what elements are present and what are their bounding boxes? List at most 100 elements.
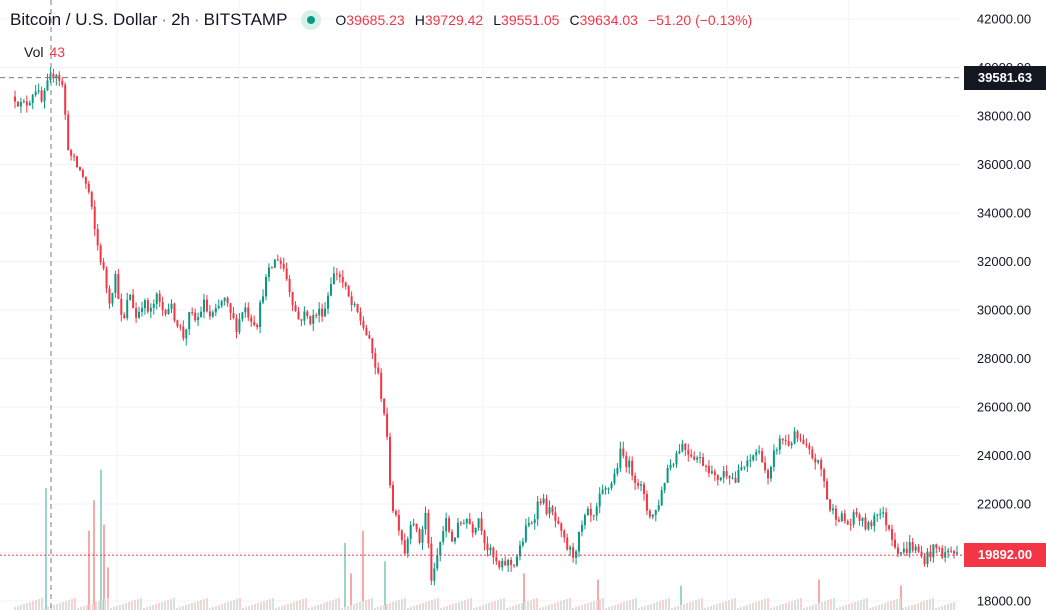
market-status-icon[interactable] [301, 10, 322, 30]
volume-bar [548, 605, 550, 610]
volume-bar [299, 600, 301, 610]
volume-bar [389, 603, 391, 610]
volume-bar [686, 603, 688, 610]
candle-body [247, 307, 250, 318]
candle-body [787, 441, 790, 446]
candle-body [415, 523, 418, 530]
volume-bar [83, 606, 85, 610]
candle-body [226, 297, 229, 304]
candle-body [501, 560, 504, 568]
candle-body [829, 499, 832, 511]
volume-bar [944, 605, 946, 610]
candle-body [217, 305, 220, 309]
volume-bar [88, 530, 90, 610]
volume-bar [20, 605, 22, 610]
candle-body [583, 515, 586, 526]
volume-bar [398, 600, 400, 610]
candle-body [713, 471, 716, 476]
candle-body [613, 473, 616, 484]
volume-bar [509, 607, 511, 610]
volume-bar [110, 608, 112, 610]
candle-body [433, 568, 436, 581]
volume-bar [635, 598, 637, 610]
volume-value: 43 [49, 44, 66, 60]
candle-body [105, 268, 108, 289]
candle-body [477, 518, 480, 528]
candle-body [244, 307, 247, 313]
candle-body [55, 75, 58, 79]
crosshair-price-label: 39581.63 [964, 65, 1046, 90]
volume-bar [290, 603, 292, 610]
candle-body [941, 548, 944, 558]
volume-bar [719, 603, 721, 610]
candle-body [321, 308, 324, 317]
volume-bar [35, 600, 37, 610]
volume-bar [800, 598, 802, 610]
volume-bar [605, 608, 607, 610]
open-value: 39685.23 [346, 12, 405, 28]
candle-body [864, 517, 867, 530]
volume-bar [329, 601, 331, 610]
volume-bar [176, 608, 178, 610]
price-axis-tick: 30000.00 [977, 303, 1031, 318]
candle-body [46, 80, 49, 91]
volume-bar [857, 601, 859, 610]
price-change: −51.20 (−0.13%) [647, 12, 753, 28]
candle-body [96, 229, 99, 246]
candle-body [831, 508, 834, 511]
candle-body [285, 268, 288, 280]
candle-body [102, 261, 105, 269]
candle-body [899, 552, 902, 554]
volume-bar [680, 605, 682, 610]
chart-legend: Bitcoin / U.S. Dollar · 2h · BITSTAMP O3… [10, 10, 752, 30]
candle-body [932, 544, 935, 558]
volume-bar [566, 599, 568, 610]
price-axis[interactable]: 18000.0020000.0022000.0024000.0026000.00… [977, 12, 1031, 609]
volume-bar [671, 608, 673, 610]
volume-bar [89, 604, 91, 610]
interval-label[interactable]: 2h [171, 10, 190, 29]
volume-bar [899, 598, 901, 610]
candle-body [731, 477, 734, 479]
volume-bar [710, 606, 712, 610]
candle-body [767, 470, 770, 479]
candle-body [799, 438, 802, 440]
volume-bar [623, 602, 625, 610]
candle-body [324, 308, 327, 317]
candle-body [524, 525, 527, 542]
volume-bar [551, 604, 553, 610]
volume-bar [158, 603, 160, 610]
volume-bar [377, 607, 379, 610]
candle-body [510, 559, 513, 565]
candle-body [666, 467, 669, 483]
candle-body [902, 548, 905, 553]
volume-bar [242, 608, 244, 610]
volume-bar [518, 604, 520, 610]
candle-body [61, 80, 64, 85]
candle-body [453, 537, 456, 542]
volume-legend: Vol 43 [24, 44, 65, 60]
candle-body [117, 274, 120, 299]
volume-bar [353, 604, 355, 610]
candle-body [256, 324, 259, 327]
candle-body [793, 431, 796, 444]
candle-body [297, 311, 300, 320]
candle-body [699, 457, 702, 459]
candle-body [761, 451, 764, 463]
candle-body [769, 466, 772, 479]
candle-body [362, 320, 365, 328]
exchange-label[interactable]: BITSTAMP [203, 10, 288, 29]
volume-bar [434, 599, 436, 610]
volume-bar [779, 605, 781, 610]
candle-body [211, 312, 214, 317]
candle-body [412, 523, 415, 526]
candle-body [31, 95, 34, 103]
volume-bar [503, 598, 505, 610]
symbol-title[interactable]: Bitcoin / U.S. Dollar [10, 10, 158, 29]
volume-bar [785, 603, 787, 610]
candle-body [725, 471, 728, 477]
candle-body [135, 308, 138, 318]
candle-body [67, 114, 70, 151]
candle-body [90, 192, 93, 207]
